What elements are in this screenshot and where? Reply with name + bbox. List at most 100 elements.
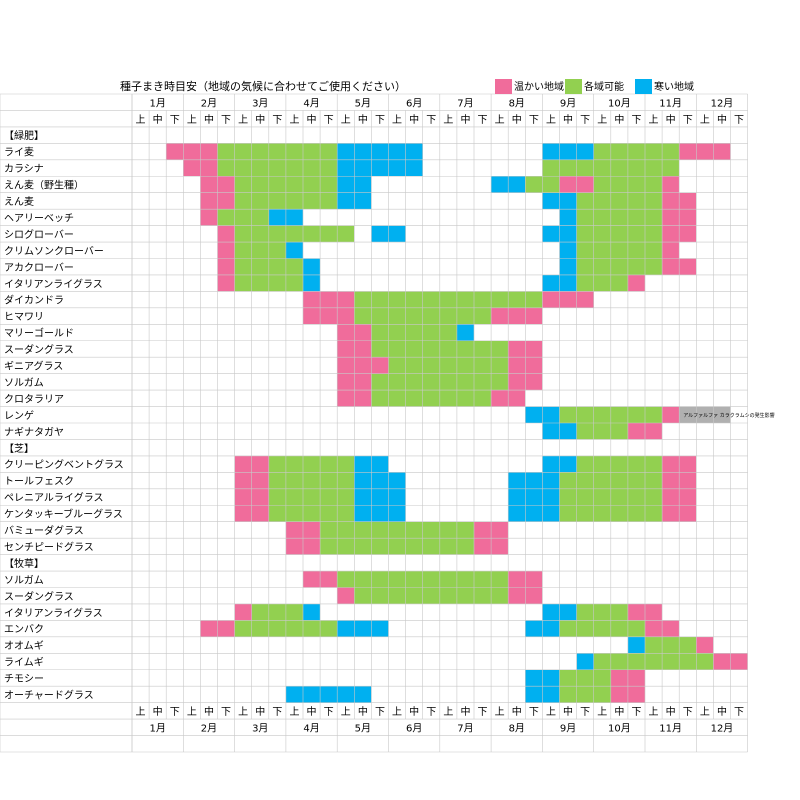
top-period-label: 上 [136,114,146,126]
season-cell-C [354,488,406,506]
plant-label: レンゲ [4,410,34,422]
bottom-period-label: 上 [341,706,351,718]
season-cell-C [508,505,560,522]
plant-label: カラシナ [4,163,44,175]
plant-label: スーダングラス [4,343,74,356]
top-period-label: 下 [170,115,180,126]
season-cell-C [337,620,389,637]
season-cell-N [679,406,731,423]
plant-label: センチピードグラス [4,540,94,553]
season-cell-W [200,209,218,226]
season-cell-W [166,143,218,160]
top-period-label: 上 [495,114,505,126]
top-period-label: 上 [187,114,197,126]
top-period-label: 下 [580,115,590,126]
season-cell-C [559,242,577,259]
bottom-period-label: 下 [631,707,641,718]
season-cell-W [696,636,714,654]
plant-label: ヒマワリ [4,311,44,323]
season-cell-A [354,291,543,308]
grid-lines [0,93,748,753]
season-cell-W [337,357,389,374]
top-month-label: 11月 [659,97,682,109]
season-cell-A [576,603,628,621]
top-period-label: 上 [238,114,248,126]
top-period-label: 中 [409,113,419,126]
season-cell-C [456,324,474,341]
top-period-label: 中 [614,113,624,126]
bottom-period-label: 中 [358,705,368,718]
bottom-month-label: 3月 [252,722,268,734]
season-cell-A [576,225,663,243]
top-period-label: 中 [717,113,727,126]
season-cell-A [645,636,697,654]
bottom-period-label: 上 [187,706,197,718]
season-cell-A [593,653,714,670]
plant-label: アカクローバー [4,262,74,274]
bottom-period-label: 中 [460,705,470,718]
plant-label: エンバク [4,624,44,636]
bottom-month-label: 7月 [457,722,473,734]
top-month-label: 10月 [608,97,631,109]
season-cell-A [576,274,628,292]
plant-label: オーチャードグラス [4,689,94,702]
season-cell-C [508,488,560,506]
top-month-label: 7月 [457,97,473,109]
bottom-month-label: 11月 [659,722,682,734]
season-cell-A [559,686,611,703]
season-cell-A [576,455,663,473]
bottom-period-label: 上 [392,706,402,718]
top-month-label: 1月 [149,97,165,109]
bottom-period-label: 下 [324,707,334,718]
bottom-month-label: 12月 [711,722,734,734]
top-period-label: 中 [358,113,368,126]
bottom-month-label: 9月 [560,722,576,734]
bottom-period-label: 中 [409,705,419,718]
bottom-period-label: 下 [272,707,282,718]
season-cell-A [251,603,303,621]
plant-label: ライ麦 [4,147,34,159]
bottom-period-label: 上 [597,706,607,718]
season-cell-C [542,143,594,160]
top-period-label: 下 [631,115,641,126]
bottom-period-label: 中 [153,705,163,718]
season-cell-A [576,192,663,210]
month-headers: 1月上中下2月上中下3月上中下4月上中下5月上中下6月上中下7月上中下8月上中下… [136,97,744,734]
plant-label: イタリアンライグラス [4,277,103,290]
top-period-label: 中 [153,113,163,126]
season-cell-C [337,159,423,177]
bottom-period-label: 上 [700,706,710,718]
season-cell-A [234,225,355,243]
plant-label: チモシー [4,673,44,685]
top-period-label: 上 [392,114,402,126]
season-cell-A [217,143,338,160]
plant-label: えん麦 [4,196,34,208]
top-month-label: 5月 [355,97,371,109]
chart-title: 種子まき時目安（地域の気候に合わせてご使用ください） [120,79,406,93]
top-period-label: 上 [289,114,299,126]
top-period-label: 中 [666,113,676,126]
plant-label: クロタラリア [4,393,64,405]
plant-label: クリーピングベントグラス [4,458,124,471]
season-cell-A [320,538,474,555]
legend-label: 寒い地域 [654,80,694,93]
season-cell-A [217,209,269,226]
bottom-period-label: 中 [204,705,214,718]
bottom-period-label: 下 [221,707,231,718]
top-period-label: 下 [529,115,539,126]
bottom-period-label: 上 [289,706,299,718]
season-cell-W [337,587,355,604]
plant-label: ソルガム [4,377,44,389]
plant-label: ギニアグラス [4,360,63,373]
top-month-label: 6月 [406,97,422,109]
plant-label: ナギナタガヤ [4,426,64,438]
season-cell-W [662,242,680,259]
season-cell-W [662,406,680,423]
season-cell-W [217,258,235,275]
top-month-label: 3月 [252,97,268,109]
season-cell-W [542,291,594,308]
season-cell-C [337,143,389,160]
season-cell-W [491,307,543,325]
bottom-month-label: 1月 [149,722,165,734]
